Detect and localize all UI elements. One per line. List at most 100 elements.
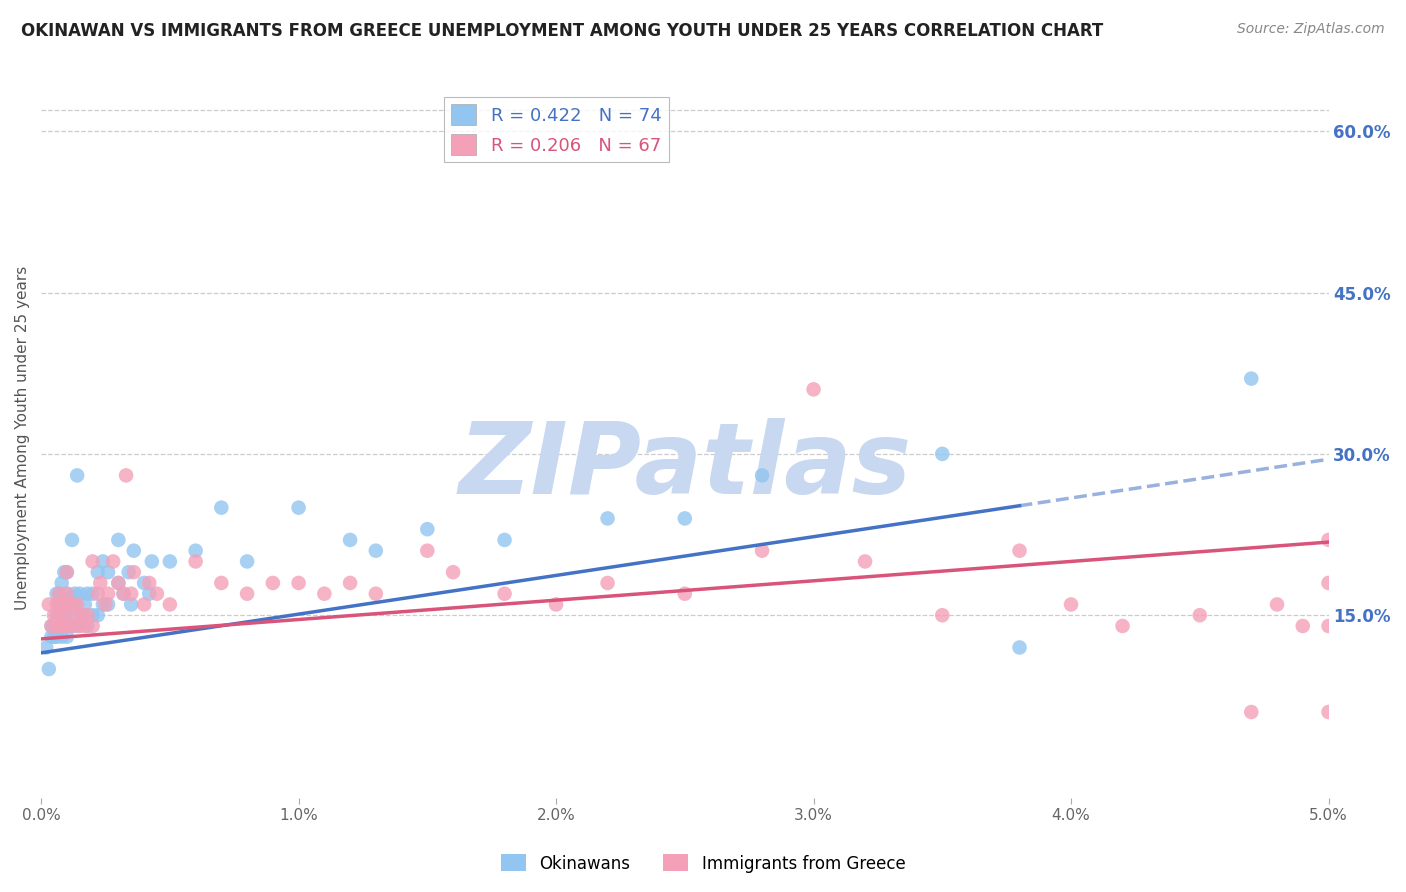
Point [1008,640,1031,655]
Point [751,468,773,483]
Point [66,619,89,633]
Point [1008,543,1031,558]
Point [159,554,181,568]
Point [120,598,142,612]
Point [364,543,387,558]
Point [103,554,125,568]
Point [51,619,73,633]
Point [48,598,70,612]
Point [45,598,67,612]
Legend: Okinawans, Immigrants from Greece: Okinawans, Immigrants from Greece [494,847,912,880]
Point [441,565,464,579]
Point [1111,619,1133,633]
Point [35,640,58,655]
Point [56,587,79,601]
Point [107,533,129,547]
Point [45,619,67,633]
Point [38,598,60,612]
Point [45,619,67,633]
Point [56,608,79,623]
Point [51,598,73,612]
Point [53,608,76,623]
Point [803,382,825,396]
Point [236,587,259,601]
Point [544,598,567,612]
Point [48,608,70,623]
Point [53,565,76,579]
Y-axis label: Unemployment Among Youth under 25 years: Unemployment Among Youth under 25 years [15,266,30,610]
Point [1240,705,1263,719]
Point [66,598,89,612]
Point [91,554,114,568]
Point [69,619,91,633]
Point [1317,533,1340,547]
Point [494,533,516,547]
Point [82,587,104,601]
Point [314,587,336,601]
Point [48,587,70,601]
Point [287,576,309,591]
Point [56,598,79,612]
Point [56,598,79,612]
Point [51,598,73,612]
Point [141,554,163,568]
Point [56,565,79,579]
Point [41,619,63,633]
Point [853,554,876,568]
Point [69,608,91,623]
Point [42,630,65,644]
Point [673,511,696,525]
Point [209,576,232,591]
Point [66,468,89,483]
Point [287,500,309,515]
Point [73,619,96,633]
Point [138,576,160,591]
Point [69,587,91,601]
Point [60,619,83,633]
Point [107,576,129,591]
Point [184,554,207,568]
Point [82,608,104,623]
Point [42,619,65,633]
Point [97,565,120,579]
Point [87,587,110,601]
Text: ZIPatlas: ZIPatlas [458,418,911,515]
Text: OKINAWAN VS IMMIGRANTS FROM GREECE UNEMPLOYMENT AMONG YOUTH UNDER 25 YEARS CORRE: OKINAWAN VS IMMIGRANTS FROM GREECE UNEMP… [21,22,1104,40]
Point [53,598,76,612]
Point [60,598,83,612]
Legend: R = 0.422   N = 74, R = 0.206   N = 67: R = 0.422 N = 74, R = 0.206 N = 67 [444,97,668,162]
Point [76,608,98,623]
Point [1317,619,1340,633]
Point [118,565,141,579]
Point [72,608,94,623]
Point [132,576,155,591]
Point [107,576,129,591]
Point [97,598,120,612]
Point [209,500,232,515]
Point [120,587,142,601]
Point [931,447,953,461]
Point [112,587,135,601]
Point [159,598,181,612]
Point [45,630,67,644]
Point [56,565,79,579]
Point [48,619,70,633]
Point [60,533,83,547]
Point [1240,371,1263,385]
Point [76,619,98,633]
Point [72,608,94,623]
Point [132,598,155,612]
Point [1188,608,1211,623]
Point [1060,598,1083,612]
Point [53,619,76,633]
Point [138,587,160,601]
Point [596,511,619,525]
Point [262,576,284,591]
Point [112,587,135,601]
Point [73,598,96,612]
Point [51,608,73,623]
Point [97,587,120,601]
Point [56,587,79,601]
Point [1317,705,1340,719]
Point [56,619,79,633]
